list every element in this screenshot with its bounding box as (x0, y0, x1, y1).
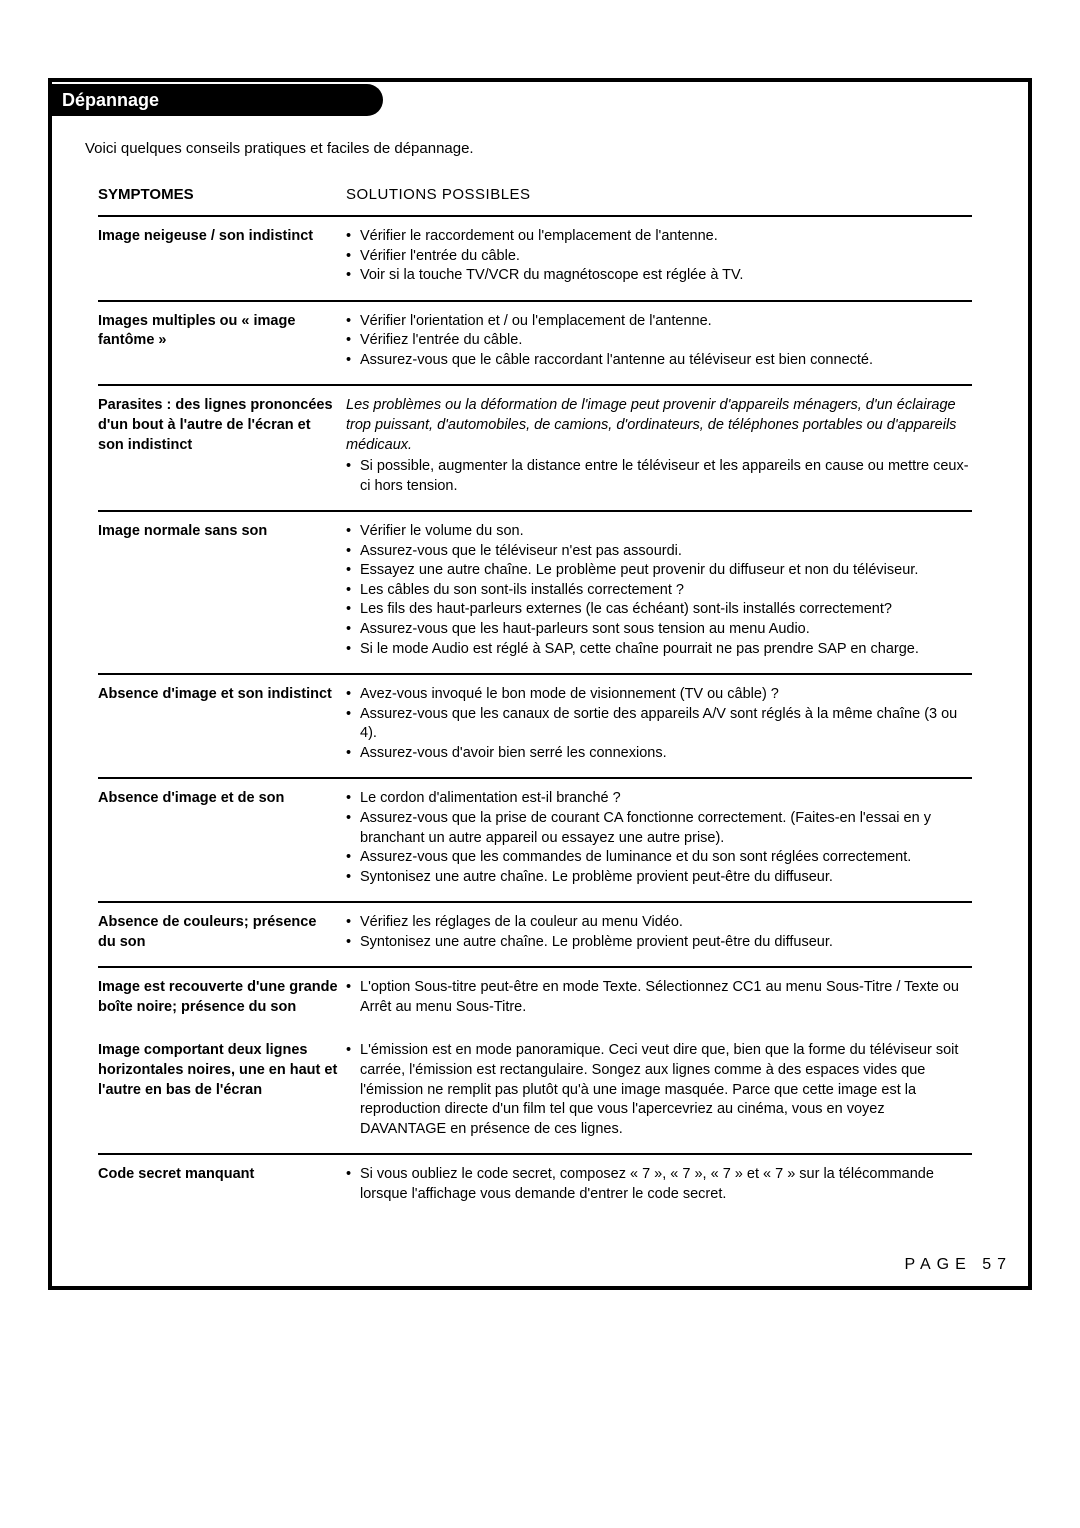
solution-bullet: Les fils des haut-parleurs externes (le … (346, 600, 972, 620)
symptom-cell: Image est recouverte d'une grande boîte … (98, 978, 346, 1017)
solution-bullet: Voir si la touche TV/VCR du magnétoscope… (346, 266, 972, 286)
solution-bullet: Essayez une autre chaîne. Le problème pe… (346, 561, 972, 581)
solution-bullet: Syntonisez une autre chaîne. Le problème… (346, 933, 972, 953)
solution-bullets: Le cordon d'alimentation est-il branché … (346, 789, 972, 887)
page-border-left (48, 78, 52, 1290)
solution-bullet: Assurez-vous d'avoir bien serré les conn… (346, 744, 972, 764)
solution-bullets: Si vous oubliez le code secret, composez… (346, 1165, 972, 1204)
solution-bullet: L'émission est en mode panoramique. Ceci… (346, 1041, 972, 1139)
solution-bullet: Si vous oubliez le code secret, composez… (346, 1165, 972, 1204)
solution-bullet: Vérifier l'orientation et / ou l'emplace… (346, 312, 972, 332)
solution-bullet: Assurez-vous que les commandes de lumina… (346, 848, 972, 868)
section-title: Dépannage (62, 90, 159, 110)
solution-bullet: Assurez-vous que le téléviseur n'est pas… (346, 542, 972, 562)
table-header-row: SYMPTOMES SOLUTIONS POSSIBLES (98, 186, 972, 215)
solution-bullet: Assurez-vous que la prise de courant CA … (346, 809, 972, 848)
solution-bullet: Vérifier le raccordement ou l'emplacemen… (346, 227, 972, 247)
symptom-cell: Code secret manquant (98, 1165, 346, 1204)
table-row: Absence de couleurs; présence du sonVéri… (98, 901, 972, 966)
solution-intro: Les problèmes ou la déformation de l'ima… (346, 396, 972, 455)
solution-bullet: Avez-vous invoqué le bon mode de visionn… (346, 685, 972, 705)
table-row: Parasites : des lignes prononcées d'un b… (98, 384, 972, 510)
intro-text: Voici quelques conseils pratiques et fac… (85, 140, 474, 157)
solution-bullets: Si possible, augmenter la distance entre… (346, 457, 972, 496)
solutions-cell: Vérifier l'orientation et / ou l'emplace… (346, 312, 972, 371)
symptom-cell: Image neigeuse / son indistinct (98, 227, 346, 286)
solution-bullet: Assurez-vous que le câble raccordant l'a… (346, 351, 972, 371)
solution-bullet: Vérifier l'entrée du câble. (346, 247, 972, 267)
solution-bullets: L'émission est en mode panoramique. Ceci… (346, 1041, 972, 1139)
table-row: Image neigeuse / son indistinctVérifier … (98, 215, 972, 300)
solutions-cell: Les problèmes ou la déformation de l'ima… (346, 396, 972, 496)
page-number: PAGE 57 (904, 1256, 1012, 1274)
solution-bullet: Vérifiez l'entrée du câble. (346, 331, 972, 351)
solutions-cell: Vérifier le volume du son.Assurez-vous q… (346, 522, 972, 659)
solution-bullet: Si possible, augmenter la distance entre… (346, 457, 972, 496)
solution-bullet: Vérifiez les réglages de la couleur au m… (346, 913, 972, 933)
solutions-cell: L'option Sous-titre peut-être en mode Te… (346, 978, 972, 1017)
solutions-cell: L'émission est en mode panoramique. Ceci… (346, 1041, 972, 1139)
symptom-cell: Absence d'image et de son (98, 789, 346, 887)
solution-bullets: Avez-vous invoqué le bon mode de visionn… (346, 685, 972, 763)
table-row: Image est recouverte d'une grande boîte … (98, 966, 972, 1031)
solutions-cell: Si vous oubliez le code secret, composez… (346, 1165, 972, 1204)
solution-bullets: Vérifiez les réglages de la couleur au m… (346, 913, 972, 952)
table-row: Images multiples ou « image fantôme »Vér… (98, 300, 972, 385)
table-row: Code secret manquantSi vous oubliez le c… (98, 1153, 972, 1218)
solutions-cell: Vérifiez les réglages de la couleur au m… (346, 913, 972, 952)
symptom-cell: Parasites : des lignes prononcées d'un b… (98, 396, 346, 496)
solution-bullets: Vérifier l'orientation et / ou l'emplace… (346, 312, 972, 371)
solution-bullet: Le cordon d'alimentation est-il branché … (346, 789, 972, 809)
solution-bullet: Les câbles du son sont-ils installés cor… (346, 581, 972, 601)
symptom-cell: Absence d'image et son indistinct (98, 685, 346, 763)
section-header-tab: Dépannage (48, 84, 383, 116)
table-row: Image normale sans sonVérifier le volume… (98, 510, 972, 673)
table-row: Absence d'image et son indistinctAvez-vo… (98, 673, 972, 777)
solution-bullet: L'option Sous-titre peut-être en mode Te… (346, 978, 972, 1017)
solutions-cell: Avez-vous invoqué le bon mode de visionn… (346, 685, 972, 763)
symptom-cell: Image normale sans son (98, 522, 346, 659)
troubleshooting-table: SYMPTOMES SOLUTIONS POSSIBLES Image neig… (98, 186, 972, 1218)
header-solutions: SOLUTIONS POSSIBLES (346, 186, 531, 203)
table-row: Image comportant deux lignes horizontale… (98, 1031, 972, 1153)
solution-bullets: Vérifier le raccordement ou l'emplacemen… (346, 227, 972, 286)
solution-bullets: L'option Sous-titre peut-être en mode Te… (346, 978, 972, 1017)
symptom-cell: Image comportant deux lignes horizontale… (98, 1041, 346, 1139)
solution-bullets: Vérifier le volume du son.Assurez-vous q… (346, 522, 972, 659)
solution-bullet: Vérifier le volume du son. (346, 522, 972, 542)
symptom-cell: Absence de couleurs; présence du son (98, 913, 346, 952)
header-symptoms: SYMPTOMES (98, 186, 346, 203)
solution-bullet: Assurez-vous que les haut-parleurs sont … (346, 620, 972, 640)
solutions-cell: Vérifier le raccordement ou l'emplacemen… (346, 227, 972, 286)
solution-bullet: Syntonisez une autre chaîne. Le problème… (346, 868, 972, 888)
table-row: Absence d'image et de sonLe cordon d'ali… (98, 777, 972, 901)
symptom-cell: Images multiples ou « image fantôme » (98, 312, 346, 371)
solutions-cell: Le cordon d'alimentation est-il branché … (346, 789, 972, 887)
solution-bullet: Assurez-vous que les canaux de sortie de… (346, 705, 972, 744)
solution-bullet: Si le mode Audio est réglé à SAP, cette … (346, 640, 972, 660)
